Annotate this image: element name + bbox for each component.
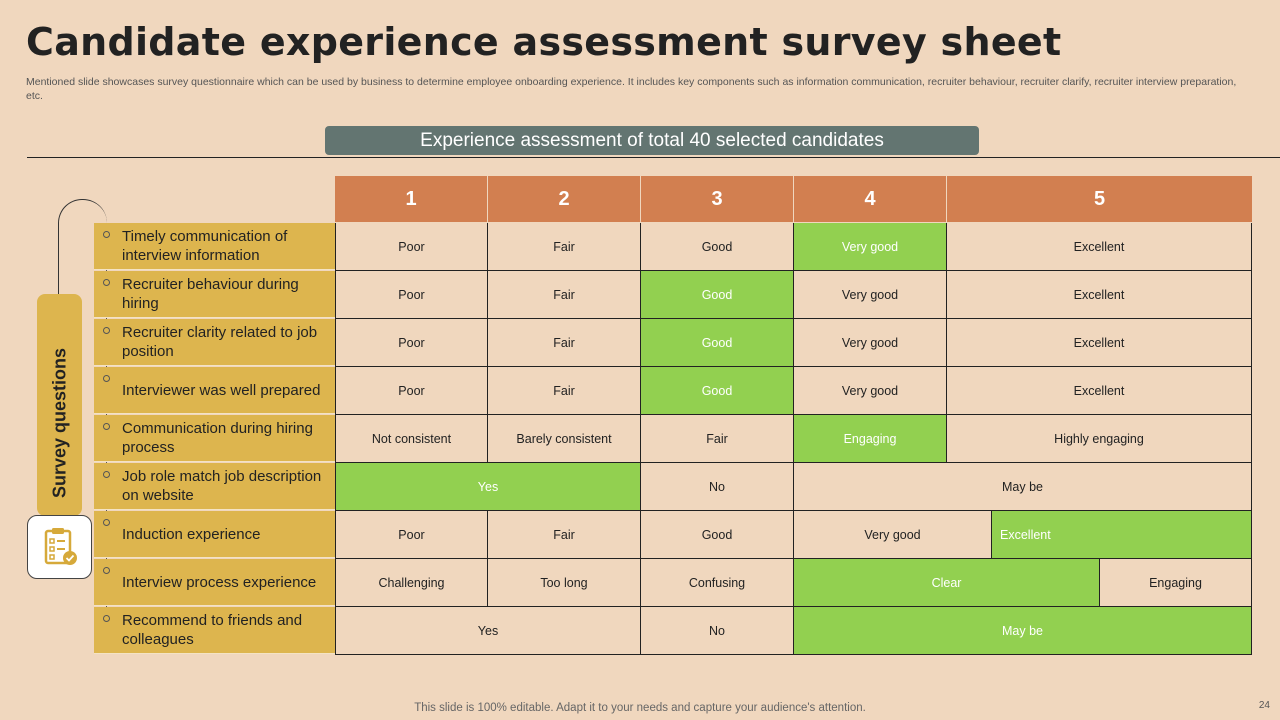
table-cell-selected: Engaging [794,415,947,463]
timeline-dot [103,375,110,382]
table-cell: Challenging [335,559,488,607]
timeline-dot [103,279,110,286]
timeline-dot [103,471,110,478]
connector-arc [58,199,107,320]
table-cell: No [641,463,794,511]
table-cell: Good [641,223,794,271]
table-cell: Excellent [947,367,1252,415]
table-cell-selected: Good [641,319,794,367]
table-cell: Poor [335,223,488,271]
question-6: Job role match job description on websit… [94,463,335,510]
table-cell: Highly engaging [947,415,1252,463]
table-cell: Very good [794,319,947,367]
question-7: Induction experience [94,511,335,558]
column-header-3: 3 [641,176,794,222]
question-8: Interview process experience [94,559,335,606]
page-number: 24 [1258,700,1270,711]
question-4: Interviewer was well prepared [94,367,335,414]
table-row: Challenging Too long Confusing Clear Eng… [335,559,1252,607]
table-cell-selected: Good [641,367,794,415]
table-cell-selected: Good [641,271,794,319]
table-row: Poor Fair Good Very good Excellent [335,367,1252,415]
table-cell: Poor [335,319,488,367]
table-cell: Poor [335,271,488,319]
table-cell: Very good [794,271,947,319]
banner: Experience assessment of total 40 select… [325,126,979,155]
table-cell: Excellent [947,223,1252,271]
table-cell: Fair [488,367,641,415]
survey-questions-label [37,294,82,516]
table-row: Yes No May be [335,463,1252,511]
survey-questions-text: Survey questions [49,347,70,499]
table-cell: Barely consistent [488,415,641,463]
table-row: Poor Fair Good Very good Excellent [335,511,1252,559]
table-cell: Yes [335,607,641,655]
page-subtitle: Mentioned slide showcases survey questio… [26,76,1237,102]
table-row: Not consistent Barely consistent Fair En… [335,415,1252,463]
table-cell: Not consistent [335,415,488,463]
table-row: Yes No May be [335,607,1252,655]
page-title: Candidate experience assessment survey s… [26,20,1062,64]
table-cell-selected: Excellent [992,511,1252,559]
clipboard-checklist-icon [27,515,92,579]
timeline-dot [103,615,110,622]
timeline-dot [103,231,110,238]
table-cell: May be [794,463,1252,511]
question-3: Recruiter clarity related to job positio… [94,319,335,366]
table-cell: Excellent [947,319,1252,367]
table-cell-selected: Clear [794,559,1100,607]
table-cell-selected: May be [794,607,1252,655]
table-cell-selected: Yes [335,463,641,511]
table-cell: Very good [794,511,992,559]
timeline-dot [103,423,110,430]
table-row: Poor Fair Good Very good Excellent [335,271,1252,319]
timeline-dot [103,327,110,334]
table-cell: Poor [335,511,488,559]
table-cell: Poor [335,367,488,415]
table-cell: Confusing [641,559,794,607]
table-cell: Too long [488,559,641,607]
table-cell: No [641,607,794,655]
table-cell: Very good [794,367,947,415]
divider [27,157,1280,158]
table-cell: Fair [641,415,794,463]
table-cell-selected: Very good [794,223,947,271]
question-5: Communication during hiring process [94,415,335,462]
column-header-2: 2 [488,176,641,222]
footer-note: This slide is 100% editable. Adapt it to… [414,702,866,714]
table-cell: Fair [488,319,641,367]
column-header-4: 4 [794,176,947,222]
column-header-1: 1 [335,176,488,222]
table-cell: Fair [488,223,641,271]
timeline-dot [103,519,110,526]
table-row: Poor Fair Good Very good Excellent [335,319,1252,367]
table-cell: Good [641,511,794,559]
timeline-dot [103,567,110,574]
table-cell: Excellent [947,271,1252,319]
column-header-5: 5 [947,176,1252,222]
question-9: Recommend to friends and colleagues [94,607,335,654]
table-cell: Engaging [1100,559,1252,607]
table-cell: Fair [488,271,641,319]
question-1: Timely communication of interview inform… [94,223,335,270]
table-cell: Fair [488,511,641,559]
question-2: Recruiter behaviour during hiring [94,271,335,318]
table-row: Poor Fair Good Very good Excellent [335,223,1252,271]
